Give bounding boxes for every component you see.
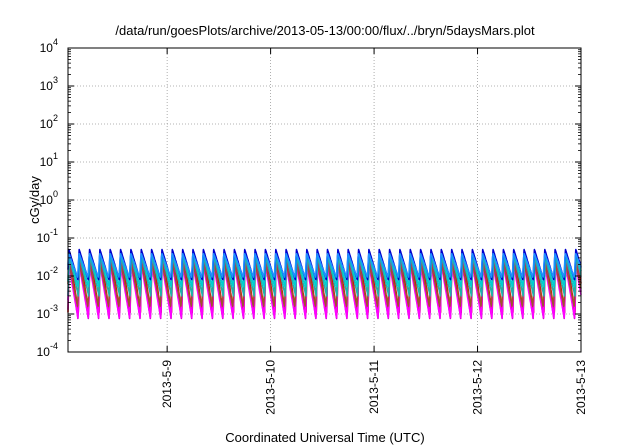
series-line	[67, 261, 582, 307]
series-group	[67, 248, 582, 320]
series-line	[67, 254, 582, 297]
x-tick-label: 2013-5-10	[264, 360, 278, 415]
y-tick-label: 102	[40, 113, 58, 131]
x-tick-label: 2013-5-13	[574, 360, 588, 415]
x-tick-label: 2013-5-11	[367, 360, 381, 414]
x-tick-label: 2013-5-12	[471, 360, 485, 415]
x-tick-label: 2013-5-9	[160, 360, 174, 408]
x-ticks: 2013-5-9 2013-5-10 2013-5-11 2013-5-12 2013-…	[160, 48, 588, 415]
y-tick-label: 100	[40, 189, 58, 207]
x-axis-label: Coordinated Universal Time (UTC)	[225, 430, 424, 445]
y-tick-label: 10-3	[37, 303, 58, 321]
y-tick-label: 10-4	[37, 341, 58, 359]
y-tick-label: 10-1	[37, 227, 58, 245]
series-line	[67, 253, 582, 278]
y-tick-label: 104	[40, 37, 58, 55]
y-tick-label: 103	[40, 75, 58, 93]
y-axis-label: cGy/day	[27, 176, 42, 224]
y-tick-label: 10-2	[37, 265, 58, 283]
y-ticks: 10-4 10-3 10-2 10-1 100 101 102 103 104	[37, 37, 581, 359]
chart-title: /data/run/goesPlots/archive/2013-05-13/0…	[115, 23, 535, 38]
y-tick-label: 101	[40, 151, 58, 169]
